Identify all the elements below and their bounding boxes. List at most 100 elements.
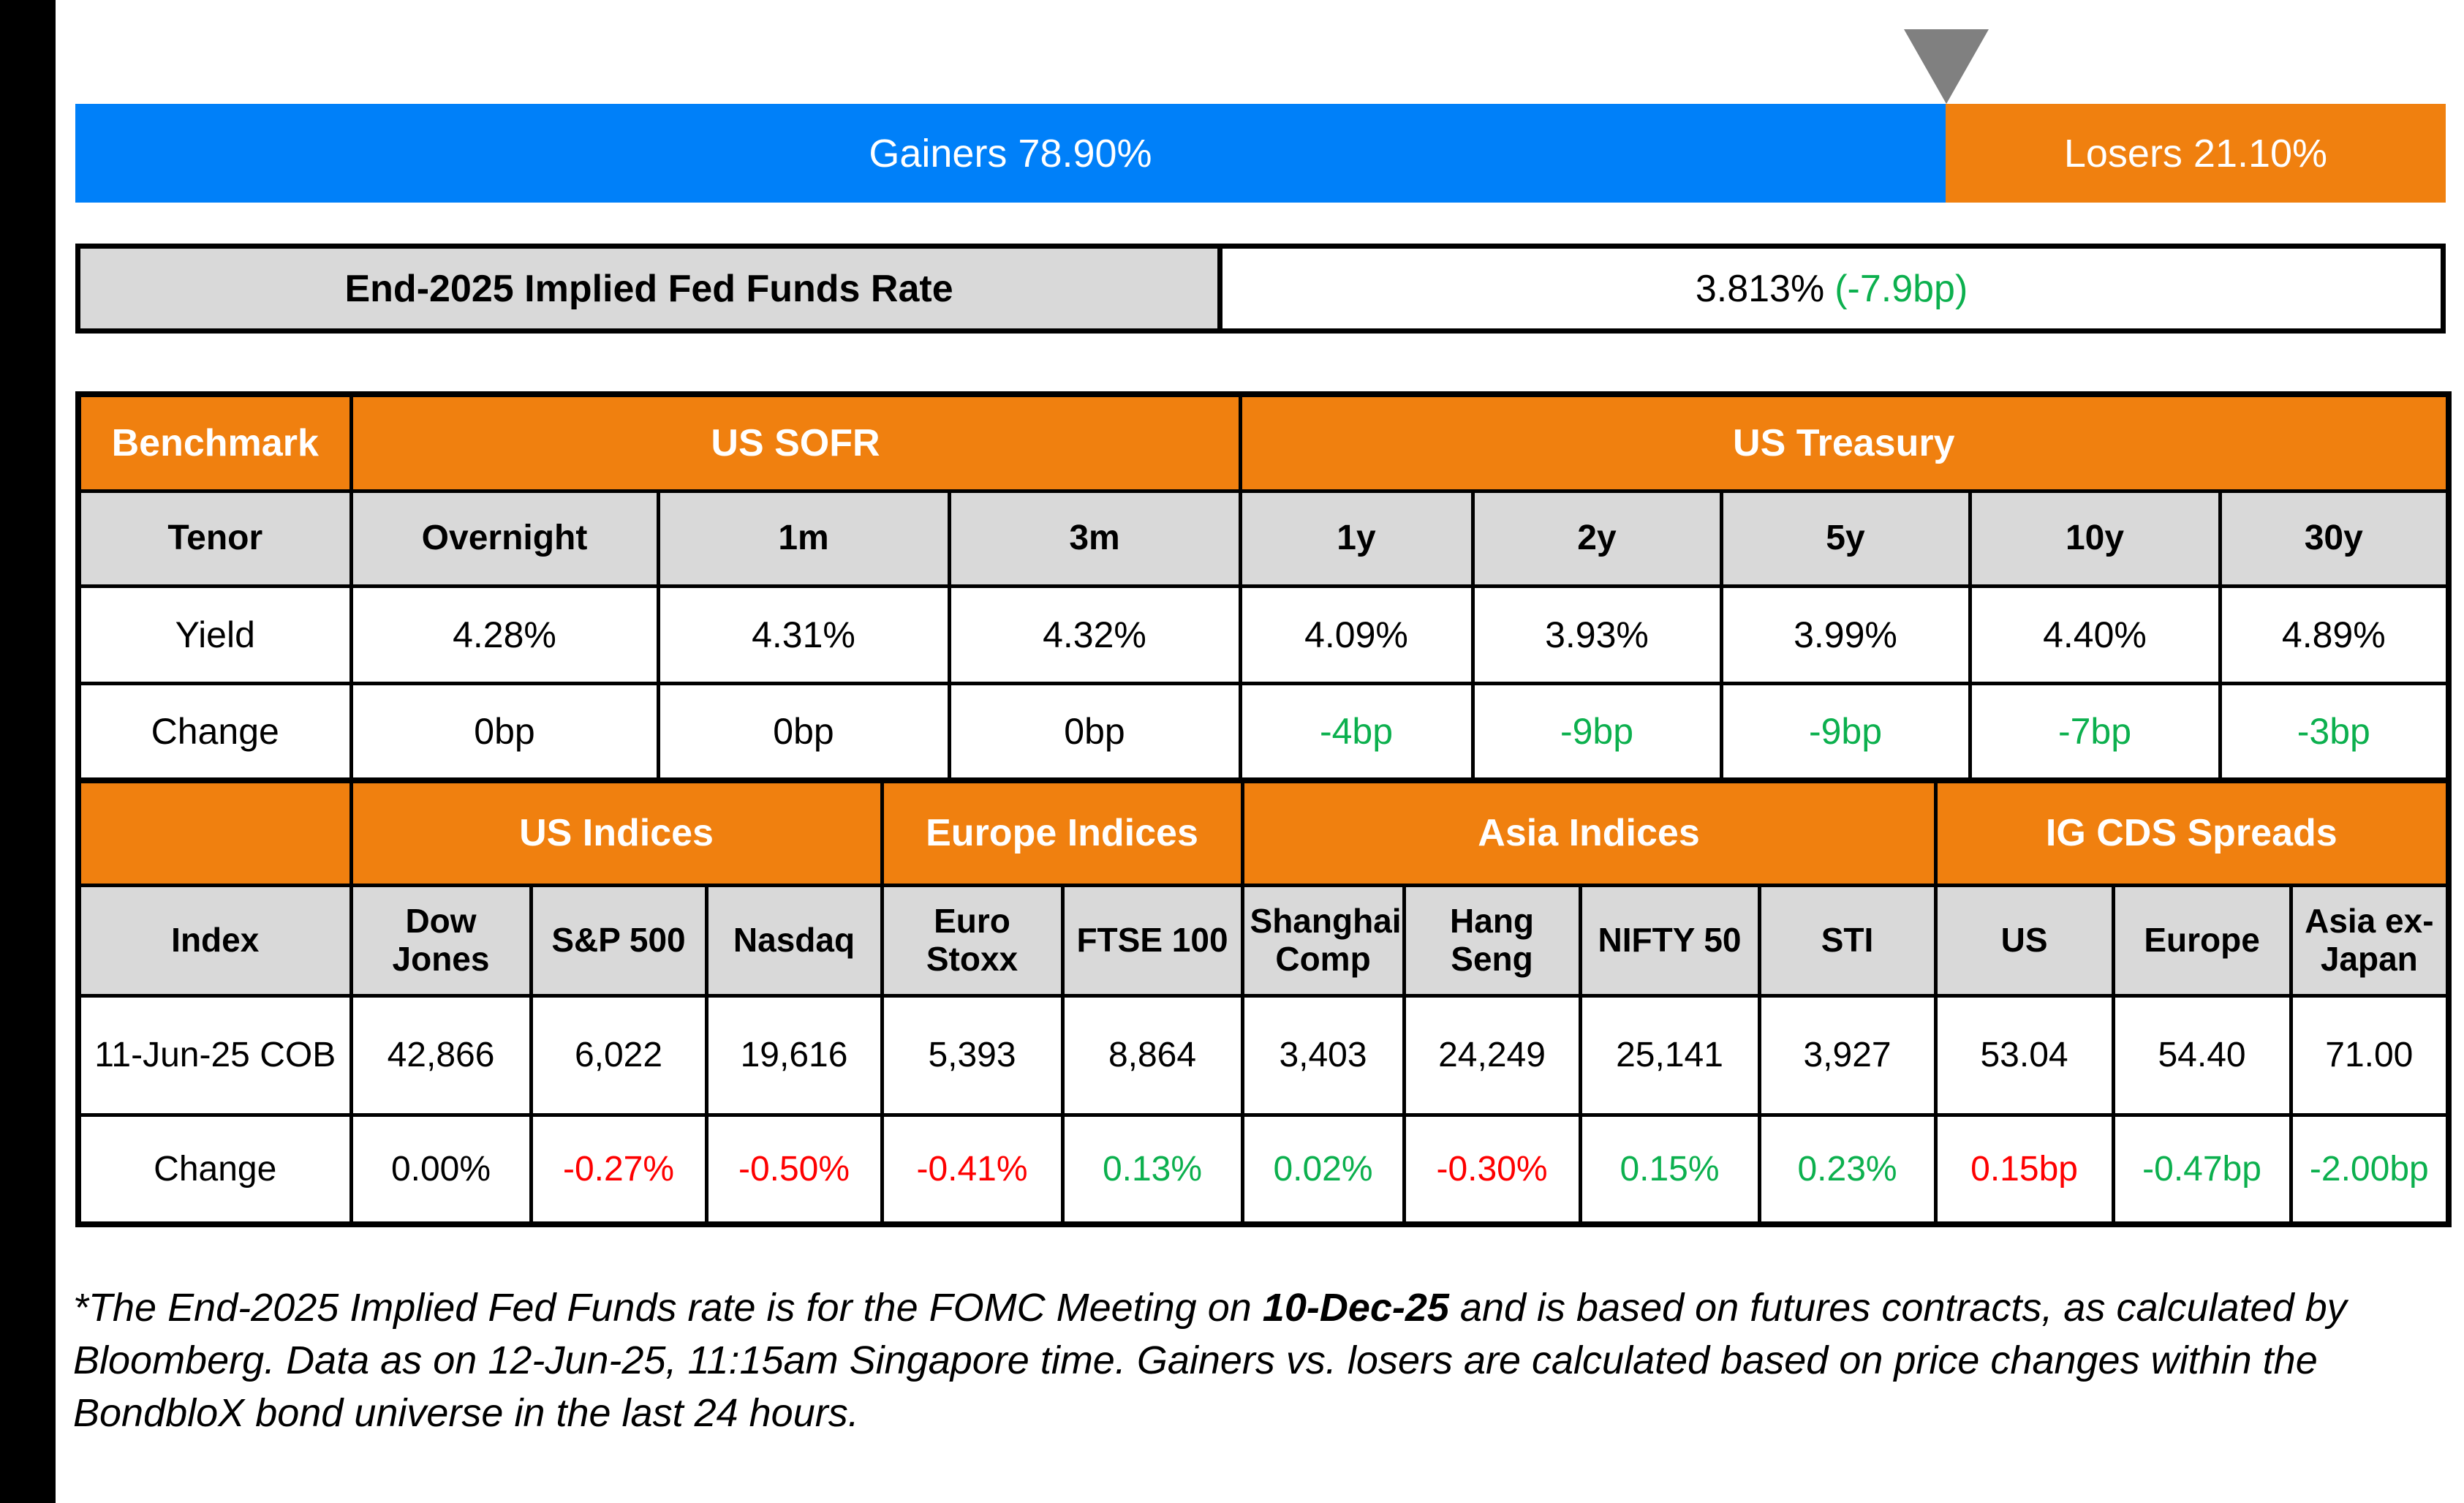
change-cell: -0.47bp	[2111, 1112, 2293, 1227]
footnote: *The End-2025 Implied Fed Funds rate is …	[73, 1281, 2427, 1439]
yield-cell: 4.09%	[1238, 584, 1475, 685]
index-column-header: FTSE 100	[1060, 883, 1244, 998]
tenor-row-label: Tenor	[76, 489, 353, 588]
indices-group-header-row: US Indices Europe Indices Asia Indices I…	[76, 778, 2451, 887]
tenor-cell: 10y	[1968, 489, 2222, 588]
cob-cell: 71.00	[2289, 993, 2451, 1117]
losers-bar-segment: Losers 21.10%	[1945, 104, 2446, 203]
change-cell: -9bp	[1470, 681, 1723, 783]
index-column-header: Shanghai Comp	[1240, 883, 1406, 998]
yield-cell: 4.32%	[947, 584, 1242, 685]
cob-cell: 19,616	[704, 993, 884, 1117]
index-column-header: Hang Seng	[1402, 883, 1582, 998]
footnote-line-1: *The End-2025 Implied Fed Funds rate is …	[73, 1281, 2427, 1334]
cob-cell: 42,866	[349, 993, 533, 1117]
index-column-header: Asia ex-Japan	[2289, 883, 2451, 998]
change-row-label: Change	[76, 681, 353, 783]
gainers-label: Gainers 78.90%	[869, 131, 1152, 176]
tenor-cell: 3m	[947, 489, 1242, 588]
cob-cell: 8,864	[1060, 993, 1244, 1117]
yield-cell: 4.89%	[2218, 584, 2451, 685]
cob-cell: 6,022	[529, 993, 708, 1117]
change-cell: -0.50%	[704, 1112, 884, 1227]
index-row-label: Index	[76, 883, 353, 998]
yield-cell: 4.40%	[1968, 584, 2222, 685]
fed-funds-value: 3.813%	[1695, 267, 1825, 310]
tenor-cell: 1m	[656, 489, 951, 588]
index-header-row: Index Dow Jones S&P 500 Nasdaq Euro Stox…	[76, 883, 2451, 998]
ig-cds-group-header: IG CDS Spreads	[1933, 778, 2451, 887]
footnote-line1-post: and is based on futures contracts, as ca…	[1448, 1286, 2347, 1330]
index-column-header: Nasdaq	[704, 883, 884, 998]
change-cell: 0.13%	[1060, 1112, 1244, 1227]
footnote-line1-pre: *The End-2025 Implied Fed Funds rate is …	[73, 1286, 1263, 1330]
change-cell: 0.23%	[1757, 1112, 1938, 1227]
change-cell: 0.15%	[1578, 1112, 1761, 1227]
index-column-header: S&P 500	[529, 883, 708, 998]
asia-indices-group-header: Asia Indices	[1240, 778, 1938, 887]
yield-cell: 3.93%	[1470, 584, 1723, 685]
yield-cell: 4.31%	[656, 584, 951, 685]
benchmark-group-header-row: Benchmark US SOFR US Treasury	[76, 392, 2451, 493]
gainers-losers-bar: Gainers 78.90% Losers 21.10%	[75, 104, 2446, 203]
tenor-cell: 5y	[1719, 489, 1972, 588]
change-cell: 0.00%	[349, 1112, 533, 1227]
cob-row: 11-Jun-25 COB 42,866 6,022 19,616 5,393 …	[76, 993, 2451, 1117]
change-cell: -4bp	[1238, 681, 1475, 783]
indices-change-row: Change 0.00% -0.27% -0.50% -0.41% 0.13% …	[76, 1112, 2451, 1227]
tenor-cell: Overnight	[349, 489, 660, 588]
change-cell: -3bp	[2218, 681, 2451, 783]
cob-cell: 53.04	[1933, 993, 2115, 1117]
benchmark-corner-cell: Benchmark	[76, 392, 353, 493]
fed-funds-value-box: 3.813% (-7.9bp)	[1222, 244, 2446, 334]
change-cell: 0.02%	[1240, 1112, 1406, 1227]
footnote-line-2: Bloomberg. Data as on 12-Jun-25, 11:15am…	[73, 1338, 2318, 1382]
change-cell: -2.00bp	[2289, 1112, 2451, 1227]
tenor-header-row: Tenor Overnight 1m 3m 1y 2y 5y 10y 30y	[76, 489, 2451, 588]
yield-row-label: Yield	[76, 584, 353, 685]
change-cell: -0.30%	[1402, 1112, 1582, 1227]
yield-row: Yield 4.28% 4.31% 4.32% 4.09% 3.93% 3.99…	[76, 584, 2451, 685]
left-black-strip	[0, 0, 56, 1503]
fed-funds-label: End-2025 Implied Fed Funds Rate	[75, 244, 1223, 334]
change-cell: -7bp	[1968, 681, 2222, 783]
us-treasury-group-header: US Treasury	[1238, 392, 2451, 493]
cob-cell: 3,403	[1240, 993, 1406, 1117]
benchmark-change-row: Change 0bp 0bp 0bp -4bp -9bp -9bp -7bp -…	[76, 681, 2451, 783]
change-cell: 0bp	[656, 681, 951, 783]
benchmark-table: Benchmark US SOFR US Treasury Tenor Over…	[75, 391, 2452, 783]
cob-cell: 24,249	[1402, 993, 1582, 1117]
change-cell: 0bp	[947, 681, 1242, 783]
tenor-cell: 2y	[1470, 489, 1723, 588]
us-indices-group-header: US Indices	[349, 778, 884, 887]
fed-funds-row: End-2025 Implied Fed Funds Rate 3.813% (…	[75, 244, 2446, 334]
footnote-line-3: BondbloX bond universe in the last 24 ho…	[73, 1391, 859, 1435]
index-column-header: US	[1933, 883, 2115, 998]
tables-block: Benchmark US SOFR US Treasury Tenor Over…	[75, 391, 2452, 1227]
change-cell: -0.41%	[880, 1112, 1065, 1227]
index-column-header: Dow Jones	[349, 883, 533, 998]
marker-triangle-icon	[1904, 29, 1989, 104]
gainers-bar-segment: Gainers 78.90%	[75, 104, 1946, 203]
change-cell: 0.15bp	[1933, 1112, 2115, 1227]
tenor-cell: 30y	[2218, 489, 2451, 588]
change-cell: -0.27%	[529, 1112, 708, 1227]
cob-row-label: 11-Jun-25 COB	[76, 993, 353, 1117]
indices-table: US Indices Europe Indices Asia Indices I…	[75, 777, 2452, 1227]
change-row-label: Change	[76, 1112, 353, 1227]
tenor-cell: 1y	[1238, 489, 1475, 588]
cob-cell: 5,393	[880, 993, 1065, 1117]
change-cell: 0bp	[349, 681, 660, 783]
index-column-header: NIFTY 50	[1578, 883, 1761, 998]
yield-cell: 4.28%	[349, 584, 660, 685]
europe-indices-group-header: Europe Indices	[880, 778, 1244, 887]
change-cell: -9bp	[1719, 681, 1972, 783]
cob-cell: 3,927	[1757, 993, 1938, 1117]
index-column-header: STI	[1757, 883, 1938, 998]
fed-funds-change: (-7.9bp)	[1834, 267, 1968, 310]
index-column-header: Europe	[2111, 883, 2293, 998]
us-sofr-group-header: US SOFR	[349, 392, 1242, 493]
cob-cell: 54.40	[2111, 993, 2293, 1117]
yield-cell: 3.99%	[1719, 584, 1972, 685]
footnote-fomc-date: 10-Dec-25	[1262, 1286, 1449, 1330]
